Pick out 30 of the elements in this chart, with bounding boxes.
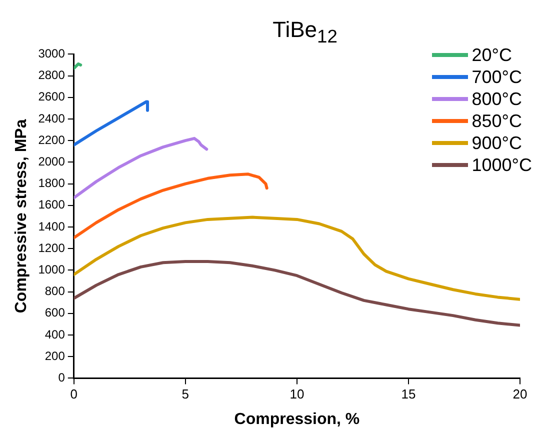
x-tick-label: 0 (70, 386, 78, 402)
legend-label: 1000°C (472, 154, 532, 176)
x-tick-label: 5 (182, 386, 190, 402)
legend-label: 800°C (472, 88, 522, 110)
legend-label: 850°C (472, 110, 522, 132)
x-tick-label: 20 (512, 386, 528, 402)
y-tick-label: 600 (44, 306, 66, 320)
legend-label: 20°C (472, 44, 512, 66)
y-tick-label: 2600 (38, 90, 66, 104)
y-tick-label: 2000 (38, 154, 66, 169)
x-tick-label: 10 (290, 386, 304, 402)
y-tick-label: 1000 (38, 262, 66, 277)
y-tick-label: 3000 (38, 46, 66, 61)
y-tick-label: 1800 (38, 176, 66, 190)
y-tick-label: 400 (44, 327, 66, 342)
y-tick-label: 1600 (38, 198, 66, 212)
x-axis-title: Compression, % (234, 410, 360, 428)
y-tick-label: 200 (44, 348, 66, 363)
legend-label: 900°C (472, 132, 522, 154)
y-axis-title: Compressive stress, MPa (13, 119, 30, 314)
y-tick-label: 2400 (38, 111, 66, 126)
y-tick-label: 800 (44, 284, 66, 298)
y-tick-label: 0 (58, 370, 66, 385)
y-tick-label: 1200 (38, 240, 66, 255)
y-tick-label: 2200 (38, 132, 66, 147)
legend-label: 700°C (472, 66, 522, 88)
y-tick-label: 2800 (38, 68, 66, 82)
x-tick-label: 15 (401, 386, 416, 402)
chart-title: TiBe$_{12}$ (272, 16, 338, 46)
y-tick-label: 1400 (38, 219, 66, 234)
